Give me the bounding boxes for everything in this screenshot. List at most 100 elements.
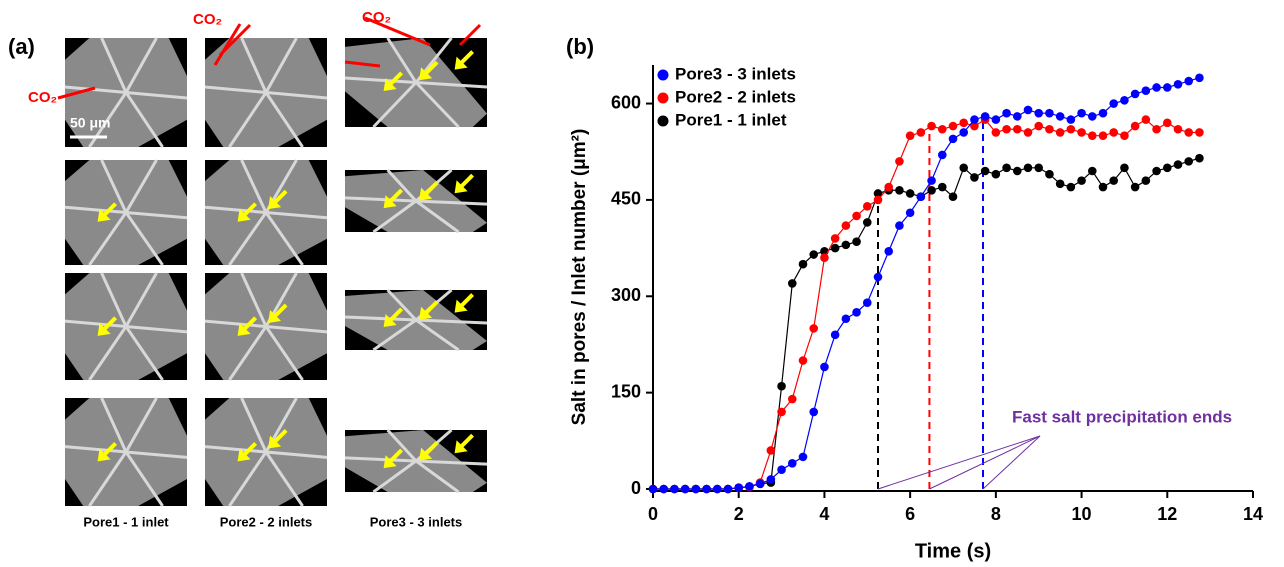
data-point [1162, 83, 1172, 92]
pore-channel [124, 211, 164, 266]
co2-label: CO₂ [193, 11, 222, 28]
data-point [873, 195, 883, 205]
y-tick-label: 600 [611, 92, 641, 112]
pore-channel [240, 37, 268, 94]
y-axis-label: Salt in pores / Inlet number (μm²) [569, 129, 590, 426]
data-point [841, 314, 851, 324]
data-point [873, 272, 883, 282]
legend-label: Pore3 - 3 inlets [675, 64, 796, 83]
data-point [1173, 160, 1183, 169]
pore-channel [124, 272, 158, 328]
yellow-arrow-head [419, 67, 433, 81]
co2-label: CO₂ [362, 9, 391, 26]
yellow-arrow-head [97, 322, 111, 336]
data-point [862, 218, 872, 227]
scale-bar-label: 50 μm [70, 115, 110, 131]
data-point [1141, 176, 1151, 185]
yellow-arrow-head [419, 306, 433, 320]
data-point [1109, 99, 1119, 108]
data-point [937, 124, 947, 134]
data-point [1077, 128, 1086, 137]
data-point [798, 259, 808, 269]
data-point [680, 484, 690, 494]
data-point [1195, 73, 1204, 83]
data-point [1012, 112, 1022, 121]
data-point [798, 452, 808, 462]
data-point [959, 118, 969, 128]
y-tick-label: 450 [611, 189, 641, 209]
data-point [1087, 112, 1097, 121]
pore-channel [240, 397, 268, 453]
data-point [777, 465, 786, 475]
data-point [927, 121, 936, 131]
data-point [809, 324, 819, 333]
x-axis-label: Time (s) [915, 540, 991, 562]
x-tick-label: 4 [819, 504, 829, 524]
data-point [884, 182, 894, 192]
panel-a-label: (a) [8, 34, 35, 59]
data-point [755, 479, 765, 489]
data-point [1002, 163, 1011, 173]
data-point [809, 250, 819, 259]
yellow-arrow-head [383, 314, 397, 327]
data-point [1077, 176, 1086, 185]
data-point [895, 157, 904, 166]
pore-channel [100, 37, 128, 94]
pore-channel [124, 91, 164, 148]
yellow-arrow-head [237, 208, 251, 222]
data-point [691, 484, 701, 494]
pore-channel [414, 81, 460, 129]
data-point [905, 208, 915, 218]
data-point [852, 237, 861, 246]
data-point [1184, 76, 1194, 86]
data-point [830, 243, 840, 253]
data-point [1066, 115, 1076, 124]
data-point [787, 394, 797, 404]
data-point [1066, 124, 1076, 134]
data-point [1023, 105, 1033, 115]
yellow-arrow-head [454, 56, 468, 70]
data-point [712, 484, 722, 494]
data-point [916, 192, 926, 201]
data-point [905, 131, 915, 140]
data-point [991, 169, 1001, 179]
legend-marker [657, 69, 669, 81]
x-tick-label: 12 [1157, 504, 1177, 524]
annotation-pointer [929, 435, 1041, 490]
data-point [820, 362, 829, 372]
data-point [1130, 121, 1140, 131]
co2-arrow [344, 60, 381, 68]
data-point [980, 166, 990, 176]
data-point [991, 115, 1001, 124]
data-point [948, 121, 958, 131]
data-point [1012, 166, 1022, 176]
series-line [653, 157, 1200, 490]
y-tick-label: 0 [631, 478, 641, 498]
x-tick-label: 0 [648, 504, 658, 524]
data-point [1162, 163, 1172, 173]
yellow-arrow-head [454, 440, 468, 454]
yellow-arrow-head [383, 455, 397, 469]
y-tick-label: 150 [611, 381, 641, 401]
pore-channel [415, 199, 460, 234]
x-tick-label: 10 [1072, 504, 1092, 524]
pore-channel [228, 325, 268, 381]
data-point [1012, 124, 1022, 134]
data-point [852, 308, 861, 317]
data-point [1152, 83, 1161, 92]
pore-channel [124, 159, 158, 214]
co2-arrow [213, 23, 242, 66]
co2-arrow [57, 86, 96, 100]
data-point [1130, 89, 1140, 99]
data-point [916, 128, 926, 137]
data-point [970, 121, 979, 131]
annotation-pointer [877, 435, 1041, 490]
y-tick-label: 300 [611, 285, 641, 305]
pore-channel [264, 451, 304, 507]
data-point [1195, 153, 1204, 163]
pore-channel [386, 168, 418, 203]
data-point [937, 182, 947, 192]
pore-channel [124, 451, 164, 507]
data-point [1098, 108, 1108, 118]
